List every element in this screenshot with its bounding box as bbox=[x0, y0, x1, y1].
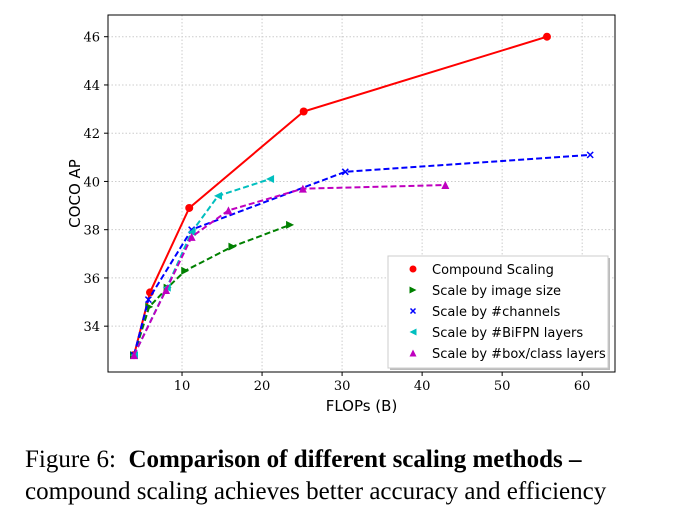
y-tick-label: 34 bbox=[83, 320, 100, 335]
data-point-1 bbox=[286, 220, 295, 229]
x-tick-label: 50 bbox=[494, 379, 511, 394]
legend-label-0: Compound Scaling bbox=[432, 263, 554, 278]
legend-box bbox=[387, 255, 609, 369]
y-tick-label: 36 bbox=[83, 272, 100, 287]
series-line-3 bbox=[133, 178, 271, 356]
data-point-4 bbox=[224, 206, 233, 215]
data-point-4 bbox=[298, 184, 307, 193]
data-point-3 bbox=[214, 191, 223, 200]
data-point-4 bbox=[130, 351, 139, 360]
y-tick-label: 40 bbox=[83, 175, 100, 190]
caption-bold: Comparison of different scaling methods … bbox=[128, 446, 582, 473]
series-line-4 bbox=[133, 184, 446, 356]
data-point-0 bbox=[185, 203, 194, 212]
data-point-2 bbox=[341, 168, 349, 176]
y-tick-label: 38 bbox=[83, 224, 100, 239]
caption-label: Figure 6: bbox=[25, 446, 116, 473]
legend-label-3: Scale by #BiFPN layers bbox=[432, 326, 583, 341]
y-tick-label: 46 bbox=[83, 31, 100, 46]
legend-marker-1 bbox=[409, 286, 417, 294]
legend-label-4: Scale by #box/class layers bbox=[432, 347, 606, 362]
plot-frame bbox=[107, 14, 616, 373]
data-point-1 bbox=[181, 266, 190, 275]
legend-marker-0 bbox=[409, 265, 417, 273]
data-point-1 bbox=[228, 242, 237, 251]
chart: 10 20 30 40 50 60 34 36 38 40 42 44 46 FLOPs (B) COCO … bbox=[66, 14, 616, 415]
data-point-0 bbox=[299, 107, 308, 116]
y-axis-label: COCO AP bbox=[66, 159, 84, 228]
data-point-0 bbox=[542, 32, 551, 41]
data-point-2 bbox=[586, 151, 594, 159]
data-point-4 bbox=[187, 232, 196, 241]
legend-marker-3 bbox=[409, 328, 417, 336]
legend-label-2: Scale by #channels bbox=[432, 305, 561, 320]
data-point-2 bbox=[144, 296, 152, 304]
data-point-1 bbox=[145, 302, 154, 311]
legend-marker-2 bbox=[409, 307, 417, 315]
figure-caption: Figure 6: Comparison of different scalin… bbox=[25, 444, 606, 508]
data-point-3 bbox=[266, 175, 275, 184]
caption-rest: compound scaling achieves better accurac… bbox=[25, 478, 607, 505]
data-point-4 bbox=[441, 181, 450, 190]
series-line-1 bbox=[133, 223, 291, 356]
x-tick-label: 30 bbox=[334, 379, 351, 394]
x-tick-label: 20 bbox=[254, 379, 271, 394]
x-tick-label: 10 bbox=[174, 379, 191, 394]
y-tick-label: 44 bbox=[83, 79, 100, 94]
y-tick-label: 42 bbox=[83, 127, 100, 142]
data-point-3 bbox=[187, 228, 196, 237]
x-tick-label: 60 bbox=[574, 379, 591, 394]
legend-marker-4 bbox=[409, 349, 417, 357]
legend-label-1: Scale by image size bbox=[432, 284, 561, 299]
x-tick-label: 40 bbox=[414, 379, 431, 394]
x-axis-label: FLOPs (B) bbox=[326, 397, 398, 415]
data-point-4 bbox=[162, 285, 171, 294]
